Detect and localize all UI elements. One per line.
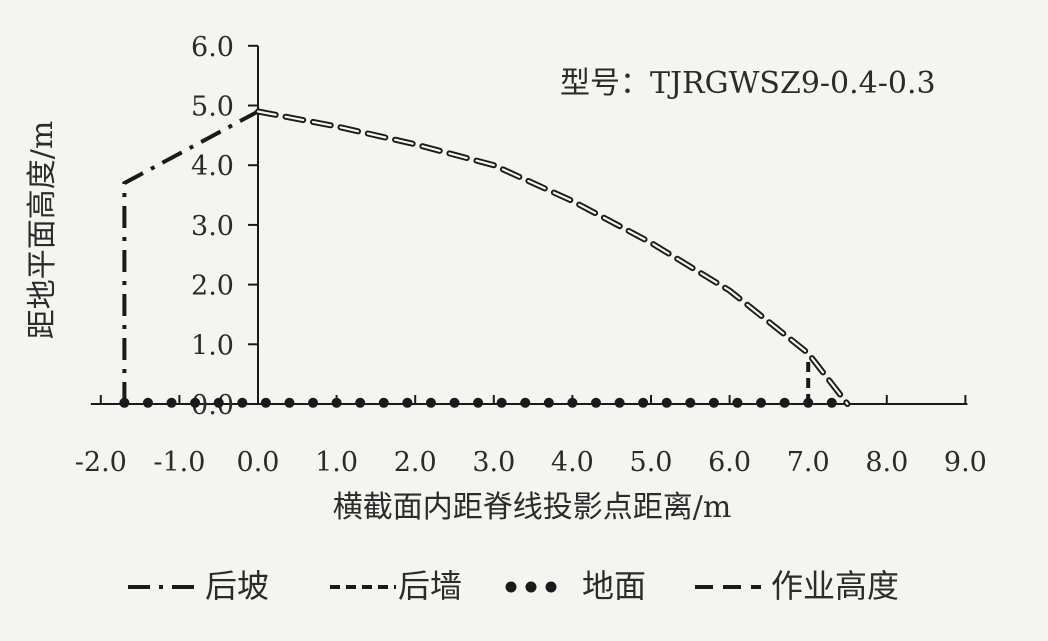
series-3-point xyxy=(331,397,342,408)
y-tick-label: 6.0 xyxy=(191,32,234,63)
series-1-line xyxy=(122,109,259,404)
series-3-point xyxy=(496,397,507,408)
series-3-point xyxy=(260,397,271,408)
y-tick-label: 4.0 xyxy=(191,151,234,182)
x-tick-label: 6.0 xyxy=(708,447,751,478)
series-3-point xyxy=(756,397,767,408)
series-3-point xyxy=(378,397,389,408)
series-3-point xyxy=(708,397,719,408)
legend-label: 后坡 xyxy=(205,567,269,605)
x-tick-label: 0.0 xyxy=(237,447,280,478)
x-tick-label: 5.0 xyxy=(630,447,673,478)
x-tick-label: 8.0 xyxy=(865,447,908,478)
x-tick-label: 1.0 xyxy=(315,447,358,478)
x-tick-label: 7.0 xyxy=(787,447,830,478)
series-3-point xyxy=(473,397,484,408)
series-3-point xyxy=(308,397,319,408)
series-3-point xyxy=(166,397,177,408)
x-axis-title: 横截面内距脊线投影点距离/m xyxy=(333,490,732,525)
x-tick-label: -2.0 xyxy=(75,447,127,478)
series-3-point xyxy=(449,397,460,408)
series-3-point xyxy=(119,397,130,408)
axes: -2.0 -1.0 0.0 1.0 2.0 3.0 4.0 5.0 6.0 7.0 8.0 9.00.… xyxy=(75,32,987,478)
series-4-line-core xyxy=(256,110,849,406)
series-3-point xyxy=(732,397,743,408)
series-3-point xyxy=(190,397,201,408)
series-3-point xyxy=(142,397,153,408)
legend-label: 作业高度 xyxy=(771,567,899,605)
x-tick-label: 9.0 xyxy=(944,447,987,478)
series-3-point xyxy=(567,397,578,408)
y-tick-label: 3.0 xyxy=(191,211,234,242)
series-3-point xyxy=(402,397,413,408)
series-3-point xyxy=(425,397,436,408)
legend-swatch-dot xyxy=(545,581,557,593)
x-tick-label: -1.0 xyxy=(153,447,205,478)
series-3-point xyxy=(213,397,224,408)
x-tick-label: 4.0 xyxy=(551,447,594,478)
series-3-point xyxy=(826,397,837,408)
series-3-point xyxy=(638,397,649,408)
legend: 后坡 后墙 地面 作业高度 xyxy=(128,567,899,605)
series-layer xyxy=(119,108,851,408)
y-tick-label: 5.0 xyxy=(191,92,234,123)
legend-swatch-dot xyxy=(525,581,537,593)
legend-swatch-dot xyxy=(505,581,517,593)
series-3-point xyxy=(803,397,814,408)
series-3-point xyxy=(237,397,248,408)
series-3-point xyxy=(779,397,790,408)
model-annotation: 型号：TJRGWSZ9-0.4-0.3 xyxy=(560,66,936,101)
y-tick-label: 2.0 xyxy=(191,271,234,302)
y-axis-title: 距地平面高度/m xyxy=(25,121,60,340)
legend-label: 后墙 xyxy=(398,567,462,605)
series-3-point xyxy=(614,397,625,408)
series-3-point xyxy=(685,397,696,408)
series-3-point xyxy=(543,397,554,408)
legend-label: 地面 xyxy=(582,567,646,605)
y-tick-label: 1.0 xyxy=(191,330,234,361)
series-3-point xyxy=(661,397,672,408)
x-tick-label: 2.0 xyxy=(394,447,437,478)
series-3-point xyxy=(355,397,366,408)
series-3-point xyxy=(590,397,601,408)
series-3-point xyxy=(520,397,531,408)
series-3-point xyxy=(284,397,295,408)
x-tick-label: 3.0 xyxy=(472,447,515,478)
series-4-line xyxy=(255,108,851,407)
